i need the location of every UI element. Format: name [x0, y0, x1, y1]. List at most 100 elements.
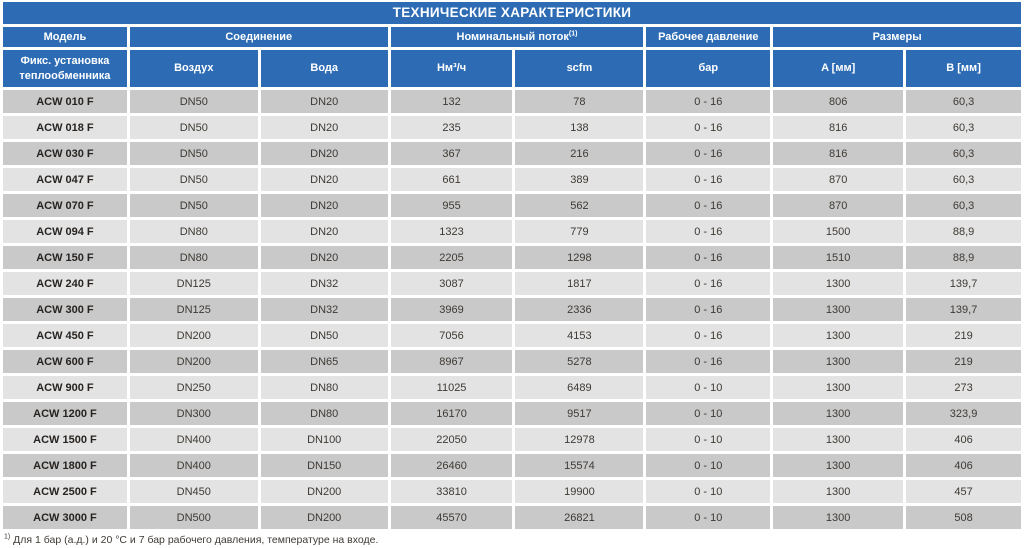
pressure-cell: 0 - 10 [646, 428, 771, 451]
pressure-cell: 0 - 10 [646, 480, 771, 503]
table-row: ACW 1500 F DN400 DN100 22050 12978 0 - 1… [3, 428, 1021, 451]
model-cell: ACW 094 F [3, 220, 127, 243]
flow-scfm-cell: 19900 [515, 480, 644, 503]
dim-a-cell: 1300 [773, 402, 904, 425]
model-cell: ACW 047 F [3, 168, 127, 191]
flow-nm3h-cell: 7056 [390, 324, 513, 347]
air-connection-cell: DN80 [129, 220, 258, 243]
flow-nm3h-cell: 2205 [390, 246, 513, 269]
dim-b-cell: 60,3 [906, 90, 1021, 113]
col-group-nominal-flow-label: Номинальный поток [456, 31, 569, 43]
dim-b-cell: 88,9 [906, 246, 1021, 269]
col-header-water: Вода [260, 50, 388, 87]
col-header-scfm: scfm [515, 50, 644, 87]
water-connection-cell: DN100 [260, 428, 388, 451]
flow-nm3h-cell: 132 [390, 90, 513, 113]
flow-nm3h-cell: 11025 [390, 376, 513, 399]
col-header-fixed-install: Фикс. установка теплообменника [3, 50, 127, 87]
dim-a-cell: 806 [773, 90, 904, 113]
table-row: ACW 600 F DN200 DN65 8967 5278 0 - 16 13… [3, 350, 1021, 373]
col-header-bar: бар [646, 50, 771, 87]
dim-a-cell: 1510 [773, 246, 904, 269]
pressure-cell: 0 - 10 [646, 506, 771, 529]
flow-scfm-cell: 1298 [515, 246, 644, 269]
dim-a-cell: 1300 [773, 480, 904, 503]
dim-a-cell: 1300 [773, 272, 904, 295]
col-group-working-pressure: Рабочее давление [646, 27, 771, 47]
water-connection-cell: DN20 [260, 220, 388, 243]
dim-a-cell: 1300 [773, 428, 904, 451]
flow-scfm-cell: 9517 [515, 402, 644, 425]
dim-a-cell: 870 [773, 194, 904, 217]
dim-a-cell: 1300 [773, 324, 904, 347]
pressure-cell: 0 - 16 [646, 194, 771, 217]
pressure-cell: 0 - 16 [646, 246, 771, 269]
pressure-cell: 0 - 16 [646, 142, 771, 165]
water-connection-cell: DN20 [260, 168, 388, 191]
model-cell: ACW 600 F [3, 350, 127, 373]
footnote: 1) Для 1 бар (а.д.) и 20 °C и 7 бар рабо… [4, 533, 1024, 547]
dim-a-cell: 1300 [773, 454, 904, 477]
flow-nm3h-cell: 45570 [390, 506, 513, 529]
air-connection-cell: DN200 [129, 324, 258, 347]
water-connection-cell: DN200 [260, 506, 388, 529]
dim-b-cell: 406 [906, 454, 1021, 477]
dim-b-cell: 273 [906, 376, 1021, 399]
pressure-cell: 0 - 16 [646, 90, 771, 113]
dim-a-cell: 1300 [773, 376, 904, 399]
flow-nm3h-cell: 26460 [390, 454, 513, 477]
flow-nm3h-cell: 235 [390, 116, 513, 139]
model-cell: ACW 018 F [3, 116, 127, 139]
pressure-cell: 0 - 10 [646, 376, 771, 399]
model-cell: ACW 150 F [3, 246, 127, 269]
table-row: ACW 150 F DN80 DN20 2205 1298 0 - 16 151… [3, 246, 1021, 269]
air-connection-cell: DN400 [129, 428, 258, 451]
pressure-cell: 0 - 16 [646, 168, 771, 191]
dim-b-cell: 508 [906, 506, 1021, 529]
dim-a-cell: 1300 [773, 506, 904, 529]
dim-b-cell: 60,3 [906, 194, 1021, 217]
water-connection-cell: DN20 [260, 194, 388, 217]
water-connection-cell: DN20 [260, 116, 388, 139]
col-group-model: Модель [3, 27, 127, 47]
dim-a-cell: 1300 [773, 350, 904, 373]
water-connection-cell: DN80 [260, 376, 388, 399]
flow-nm3h-cell: 33810 [390, 480, 513, 503]
dim-a-cell: 870 [773, 168, 904, 191]
flow-scfm-cell: 26821 [515, 506, 644, 529]
table-row: ACW 450 F DN200 DN50 7056 4153 0 - 16 13… [3, 324, 1021, 347]
flow-scfm-cell: 138 [515, 116, 644, 139]
col-group-dimensions: Размеры [773, 27, 1021, 47]
flow-footnote-marker: (1) [568, 30, 578, 38]
water-connection-cell: DN20 [260, 246, 388, 269]
flow-scfm-cell: 562 [515, 194, 644, 217]
header-sub-row: Фикс. установка теплообменника Воздух Во… [3, 50, 1021, 87]
table-row: ACW 047 F DN50 DN20 661 389 0 - 16 870 6… [3, 168, 1021, 191]
dim-a-cell: 1300 [773, 298, 904, 321]
model-cell: ACW 450 F [3, 324, 127, 347]
footnote-marker: 1) [4, 533, 11, 541]
dim-b-cell: 406 [906, 428, 1021, 451]
col-group-nominal-flow: Номинальный поток(1) [390, 27, 644, 47]
model-cell: ACW 240 F [3, 272, 127, 295]
flow-scfm-cell: 2336 [515, 298, 644, 321]
air-connection-cell: DN80 [129, 246, 258, 269]
flow-nm3h-cell: 367 [390, 142, 513, 165]
model-cell: ACW 030 F [3, 142, 127, 165]
air-connection-cell: DN250 [129, 376, 258, 399]
pressure-cell: 0 - 16 [646, 298, 771, 321]
flow-scfm-cell: 78 [515, 90, 644, 113]
water-connection-cell: DN65 [260, 350, 388, 373]
table-row: ACW 094 F DN80 DN20 1323 779 0 - 16 1500… [3, 220, 1021, 243]
table-row: ACW 030 F DN50 DN20 367 216 0 - 16 816 6… [3, 142, 1021, 165]
air-connection-cell: DN50 [129, 116, 258, 139]
model-cell: ACW 300 F [3, 298, 127, 321]
dim-b-cell: 60,3 [906, 142, 1021, 165]
flow-scfm-cell: 15574 [515, 454, 644, 477]
col-header-nm3h: Нм³/ч [390, 50, 513, 87]
flow-scfm-cell: 389 [515, 168, 644, 191]
page-title: ТЕХНИЧЕСКИЕ ХАРАКТЕРИСТИКИ [3, 2, 1021, 24]
pressure-cell: 0 - 16 [646, 116, 771, 139]
water-connection-cell: DN80 [260, 402, 388, 425]
pressure-cell: 0 - 16 [646, 324, 771, 347]
